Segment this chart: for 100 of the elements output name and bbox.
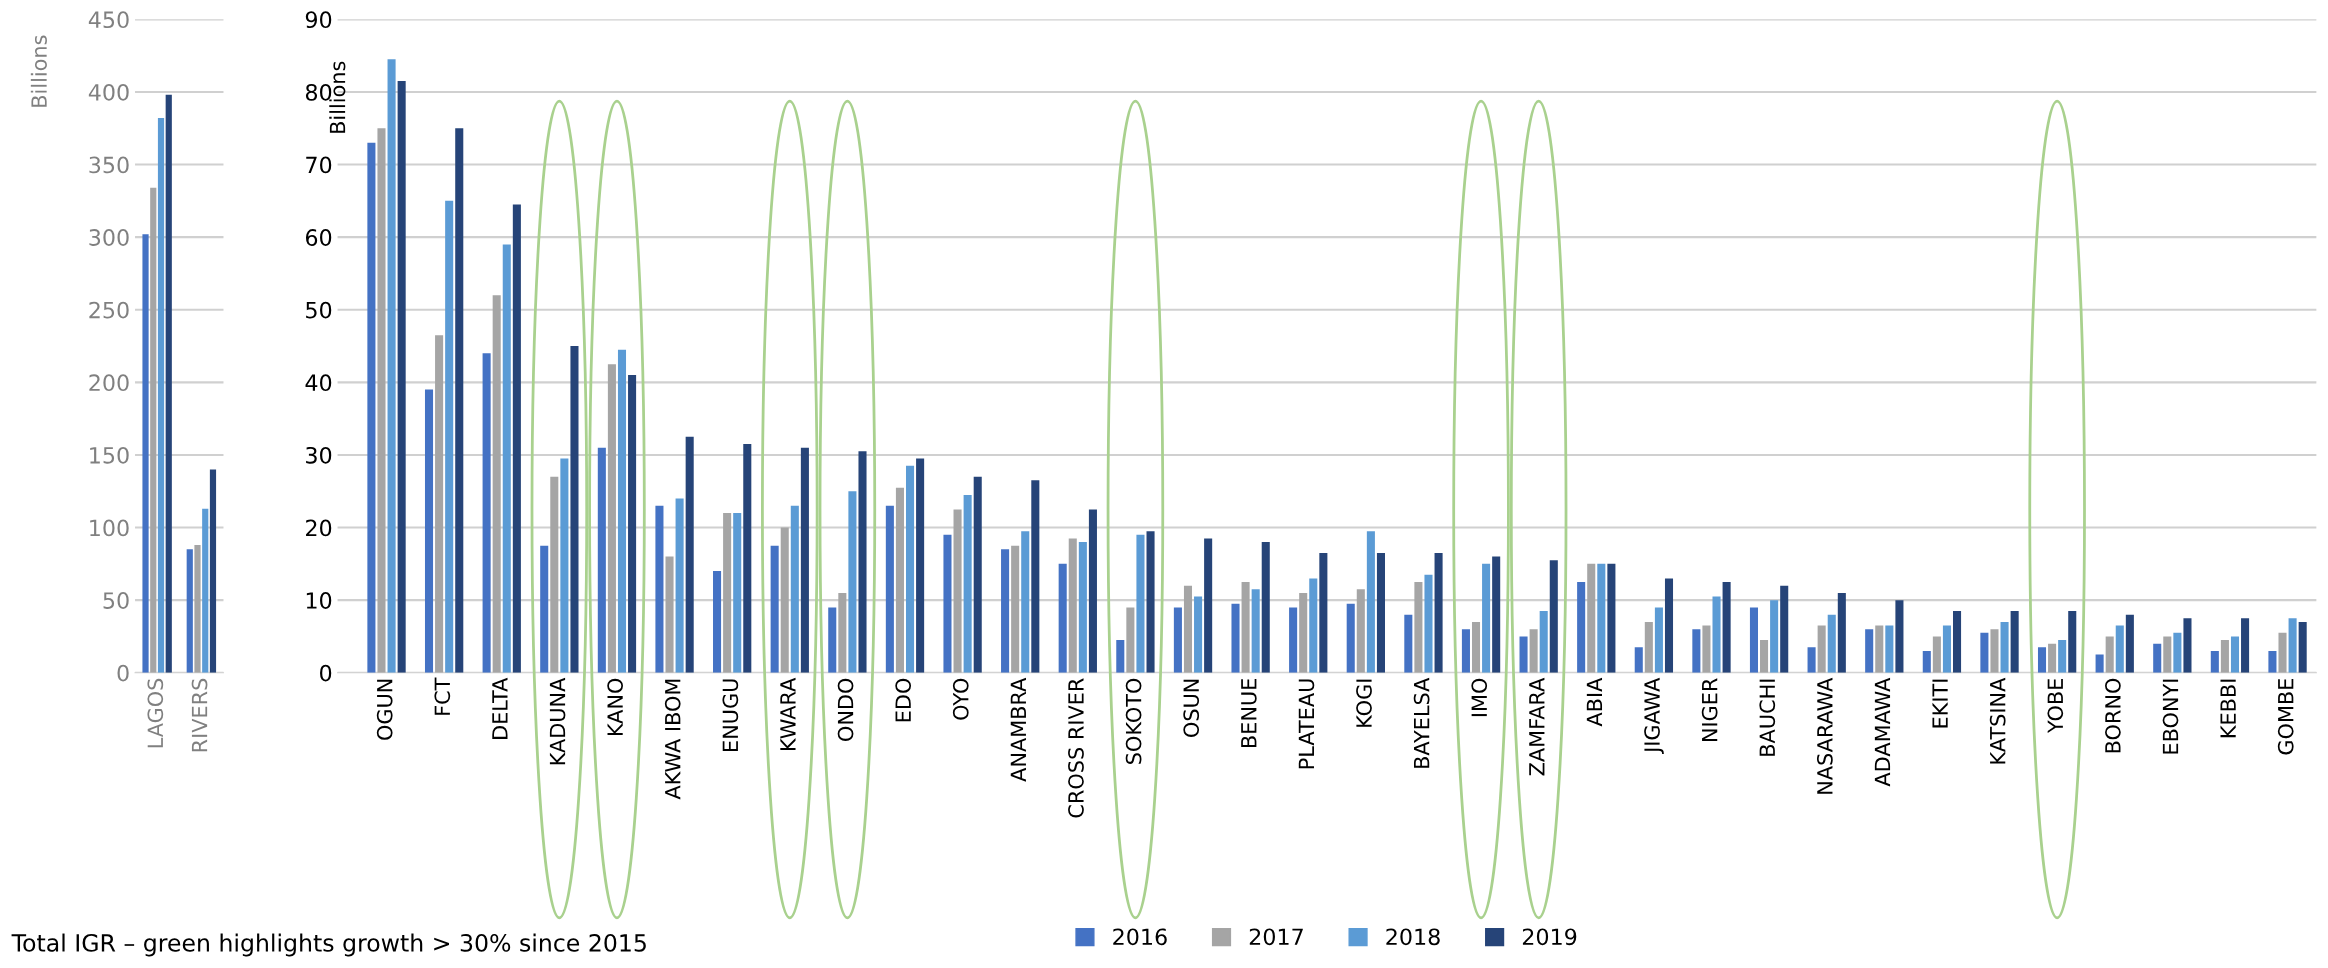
bar: [1424, 574, 1433, 673]
y-tick-label: 20: [306, 519, 332, 537]
bar: [1011, 545, 1020, 673]
bar: [424, 389, 434, 673]
bar: [2095, 654, 2104, 673]
bar: [2288, 618, 2297, 673]
bar: [1261, 542, 1270, 673]
bar: [1183, 585, 1193, 673]
bar: [2068, 611, 2077, 673]
x-tick-label: NASARAWA: [1816, 677, 1833, 794]
bar: [848, 491, 857, 673]
x-tick-label: KOGI: [1356, 679, 1372, 727]
bar: [1875, 625, 1884, 673]
bar: [675, 498, 684, 673]
y-tick-label: 400: [88, 83, 129, 101]
x-tick-label: LAGOS: [147, 678, 164, 748]
bar: [858, 451, 867, 673]
bar: [1654, 607, 1663, 673]
bar: [1539, 611, 1548, 673]
x-tick-label: OSUN: [1183, 679, 1200, 737]
y-tick-label: 90: [305, 11, 332, 29]
bar: [1376, 552, 1385, 673]
legend-label: 2016: [1113, 928, 1167, 946]
bar: [142, 234, 149, 673]
bar: [2163, 636, 2172, 673]
x-tick-label: SOKOTO: [1125, 678, 1142, 764]
bar: [1356, 589, 1365, 673]
y-tick-label: 450: [88, 11, 129, 29]
x-tick-label: ENUGU: [722, 679, 739, 751]
x-tick-label: KATSINA: [1989, 677, 2006, 764]
x-tick-label: NIGER: [1701, 678, 1718, 742]
bar: [2173, 632, 2182, 673]
x-tick-label: ADAMAWA: [1874, 677, 1891, 787]
bar: [723, 513, 732, 673]
bar: [770, 545, 779, 673]
y-tick-label: 50: [306, 301, 332, 319]
x-tick-label: CROSS RIVER: [1068, 678, 1084, 818]
bar: [713, 571, 722, 673]
bar: [1712, 596, 1721, 673]
bar: [435, 335, 444, 673]
bar: [455, 128, 464, 673]
bar: [1953, 611, 1962, 673]
bar: [607, 364, 616, 673]
bar: [1817, 625, 1826, 673]
x-tick-label: IMO: [1471, 678, 1488, 717]
bar: [1885, 625, 1894, 673]
bar: [2115, 625, 2124, 673]
bar: [1136, 534, 1145, 673]
text: Total IGR – green highlights growth > 30% since 2015: [11, 933, 646, 957]
x-tick-label: ABIA: [1586, 677, 1603, 727]
legend-label: 2019: [1522, 928, 1577, 946]
x-tick-label: OYO: [952, 678, 969, 720]
y-tick-label: 250: [89, 301, 129, 319]
bar: [1366, 531, 1375, 673]
y-tick-label: 350: [89, 156, 129, 174]
bar: [1021, 531, 1030, 673]
bar: [973, 476, 982, 673]
bar: [1319, 552, 1328, 673]
bar: [1607, 563, 1616, 673]
bar: [150, 187, 157, 673]
bar: [628, 375, 637, 673]
bar: [1529, 629, 1538, 673]
bar: [1146, 531, 1155, 673]
bar: [560, 458, 569, 673]
bar: [2010, 611, 2019, 673]
x-tick-label: EKITI: [1932, 679, 1948, 728]
x-tick-label: PLATEAU: [1298, 679, 1315, 769]
bar: [1577, 582, 1586, 673]
y-tick-label: 10: [306, 592, 332, 609]
bar: [377, 128, 386, 673]
bar: [617, 349, 627, 673]
bar: [2268, 650, 2277, 673]
bar: [1126, 607, 1135, 673]
bar: [1031, 480, 1040, 673]
bar: [1231, 603, 1240, 673]
bar: [165, 94, 172, 673]
bar: [838, 592, 847, 673]
bar: [1980, 632, 1989, 673]
bar: [2241, 618, 2250, 673]
bar: [209, 469, 217, 673]
x-tick-label: DELTA: [492, 677, 508, 739]
x-tick-label: EDO: [895, 678, 912, 722]
bar: [1837, 592, 1846, 673]
bar: [665, 556, 674, 673]
x-tick-label: KANO: [607, 678, 623, 736]
x-tick-label: KWARA: [780, 677, 796, 751]
y-tick-label: 60: [305, 229, 332, 246]
bar: [186, 549, 193, 673]
bar: [1807, 647, 1816, 673]
bar: [1058, 563, 1067, 673]
bar: [2278, 632, 2287, 673]
bar: [1482, 563, 1491, 673]
bar: [1116, 640, 1125, 673]
bar: [2000, 621, 2009, 673]
bar: [743, 444, 752, 673]
bar: [157, 118, 165, 673]
x-tick-label: JIGAWA: [1644, 677, 1664, 754]
bar: [1644, 621, 1653, 673]
bar: [512, 204, 521, 673]
bar: [1251, 589, 1260, 673]
